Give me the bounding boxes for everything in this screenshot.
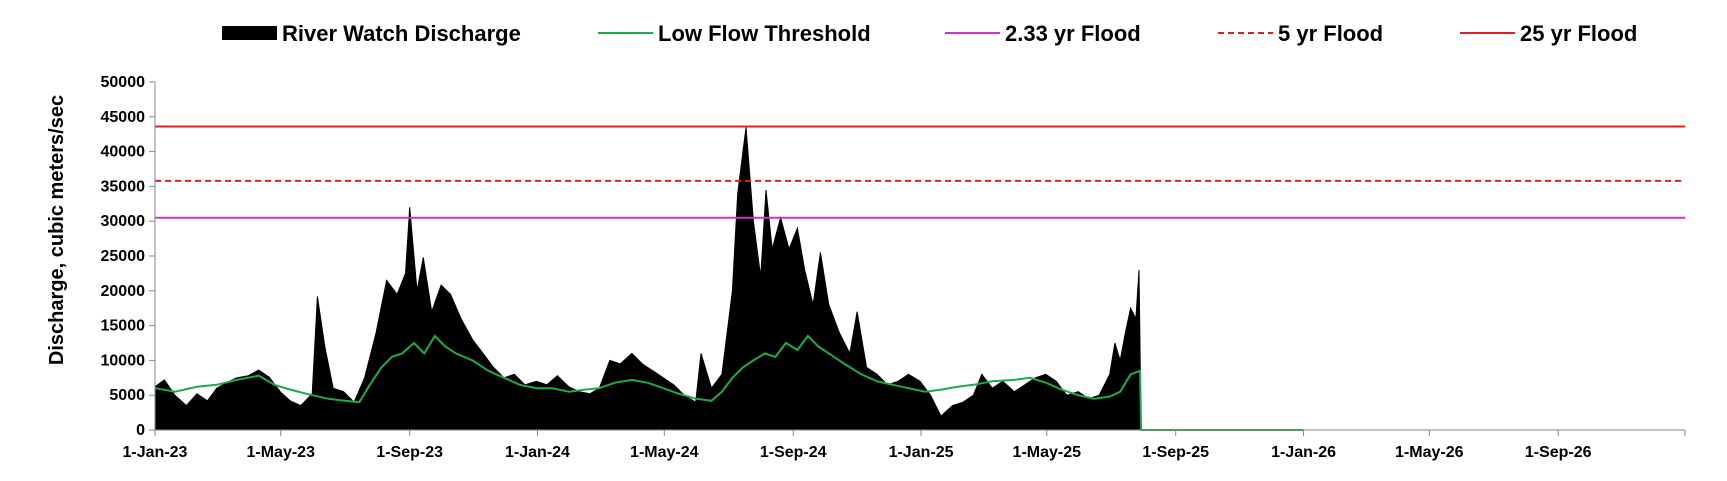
legend-label: River Watch Discharge <box>282 21 521 46</box>
x-tick-label: 1-Sep-26 <box>1525 444 1592 461</box>
y-tick-label: 10000 <box>101 352 146 369</box>
y-tick-label: 15000 <box>101 318 146 335</box>
series-layer <box>154 127 1304 431</box>
legend-label: Low Flow Threshold <box>658 21 871 46</box>
x-tick-label: 1-May-23 <box>247 444 316 461</box>
legend-item: River Watch Discharge <box>222 21 521 46</box>
x-tick-label: 1-Sep-24 <box>760 444 827 461</box>
y-tick-label: 30000 <box>101 213 146 230</box>
y-axis-title: Discharge, cubic meters/sec <box>46 95 68 365</box>
y-tick-label: 50000 <box>101 74 146 91</box>
y-tick-label: 40000 <box>101 144 146 161</box>
x-tick-label: 1-Jan-25 <box>889 444 954 461</box>
legend-item: Low Flow Threshold <box>598 21 871 46</box>
x-tick-label: 1-May-25 <box>1013 444 1082 461</box>
legend-label: 5 yr Flood <box>1278 21 1383 46</box>
series-line-low-flow <box>154 334 1304 431</box>
axes: 0 5000 10000 15000 20000 25000 30000 35000 40000… <box>101 74 1686 461</box>
legend-swatch <box>222 26 277 40</box>
legend-label: 25 yr Flood <box>1520 21 1637 46</box>
y-tick-label: 5000 <box>109 387 145 404</box>
x-tick-label: 1-May-26 <box>1395 444 1464 461</box>
y-tick-label: 45000 <box>101 109 146 126</box>
x-tick-label: 1-May-24 <box>630 444 699 461</box>
legend-label: 2.33 yr Flood <box>1005 21 1141 46</box>
x-tick-label: 1-Jan-23 <box>123 444 188 461</box>
legend-item: 25 yr Flood <box>1460 21 1637 46</box>
legend-item: 2.33 yr Flood <box>945 21 1141 46</box>
legend-item: 5 yr Flood <box>1218 21 1383 46</box>
y-tick-label: 20000 <box>101 283 146 300</box>
legend: River Watch Discharge Low Flow Threshold 2… <box>222 21 1637 46</box>
x-tick-label: 1-Sep-25 <box>1142 444 1209 461</box>
y-tick-label: 0 <box>136 422 145 439</box>
y-tick-label: 35000 <box>101 178 146 195</box>
y-tick-label: 25000 <box>101 248 146 265</box>
x-tick-label: 1-Jan-26 <box>1271 444 1336 461</box>
x-tick-label: 1-Sep-23 <box>376 444 443 461</box>
x-tick-label: 1-Jan-24 <box>505 444 570 461</box>
series-area-discharge <box>154 127 1142 431</box>
threshold-layer <box>155 125 1685 219</box>
